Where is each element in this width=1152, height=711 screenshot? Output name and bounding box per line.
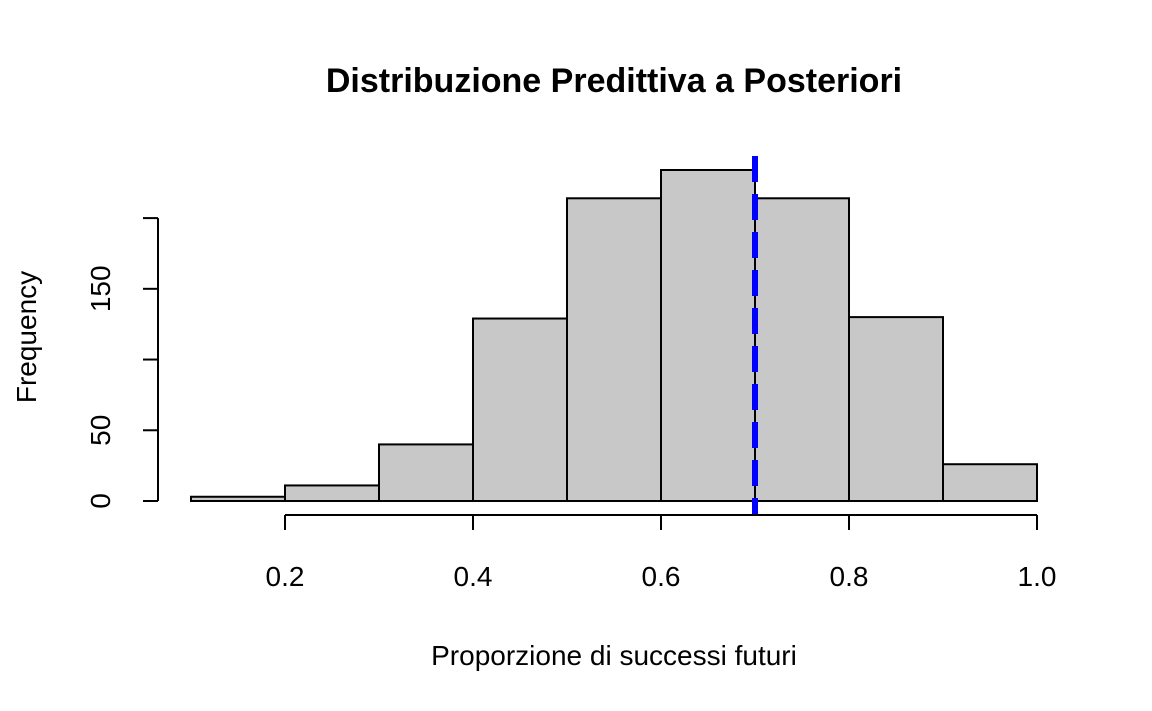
x-axis: 0.2 0.4 0.6 0.8 1.0 [266,514,1057,592]
y-tick-label-1: 50 [85,415,116,446]
y-tick-label-0: 0 [85,493,116,509]
y-tick-label-3: 150 [85,265,116,312]
chart-title: Distribuzione Predittiva a Posteriori [326,62,902,100]
histogram-bar-6 [754,197,850,503]
x-axis-label: Proporzione di successi futuri [431,640,797,671]
histogram-bar-2 [378,443,474,502]
histogram-bar-4 [566,197,662,503]
x-tick-label-1: 0.4 [454,561,493,592]
histogram-bar-1 [284,484,380,503]
x-tick-label-2: 0.6 [642,561,681,592]
histogram-bar-7 [848,316,944,502]
bars-group [190,169,1038,503]
y-axis: 0 50 150 [85,217,159,509]
x-tick-label-0: 0.2 [266,561,305,592]
histogram-bar-5 [660,169,756,502]
x-tick-label-4: 1.0 [1018,561,1057,592]
histogram-bar-3 [472,317,568,502]
histogram-bar-8 [942,463,1038,503]
x-tick-label-3: 0.8 [830,561,869,592]
y-axis-label: Frequency [11,271,42,403]
histogram-bar-0 [190,495,286,502]
